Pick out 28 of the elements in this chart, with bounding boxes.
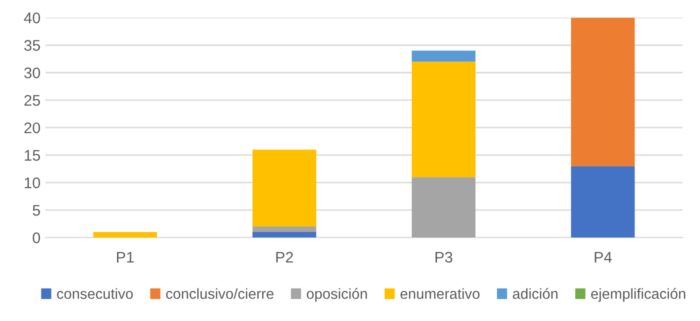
legend-label: ejemplificación (591, 288, 686, 302)
y-tick-label: 35 (24, 40, 40, 51)
y-tick-label: 40 (24, 12, 40, 24)
legend-label: enumerativo (400, 288, 480, 299)
bar (412, 62, 476, 178)
y-tick-label: 5 (32, 205, 40, 216)
x-tick-label: P4 (594, 252, 612, 262)
bar (412, 50, 476, 62)
x-tick-label: P1 (117, 252, 134, 262)
y-tick-label: 30 (24, 67, 40, 78)
bar (571, 166, 635, 238)
bar (252, 150, 316, 227)
legend-label: oposición (306, 288, 367, 302)
y-tick-label: 10 (24, 177, 40, 188)
bar (252, 232, 316, 238)
x-tick-label: P2 (276, 252, 293, 262)
y-tick-label: 0 (32, 232, 40, 244)
y-tick-label: 25 (24, 94, 40, 106)
bar (252, 226, 316, 232)
legend-label: adición (512, 288, 558, 299)
y-tick-label: 20 (24, 122, 40, 134)
legend-label: consecutivo (57, 288, 133, 299)
x-tick-label: P3 (436, 252, 452, 263)
bar (93, 232, 157, 238)
bar (571, 18, 635, 166)
y-tick-label: 15 (24, 150, 40, 161)
bar (412, 177, 476, 238)
legend-label: conclusivo/cierre (166, 288, 274, 299)
